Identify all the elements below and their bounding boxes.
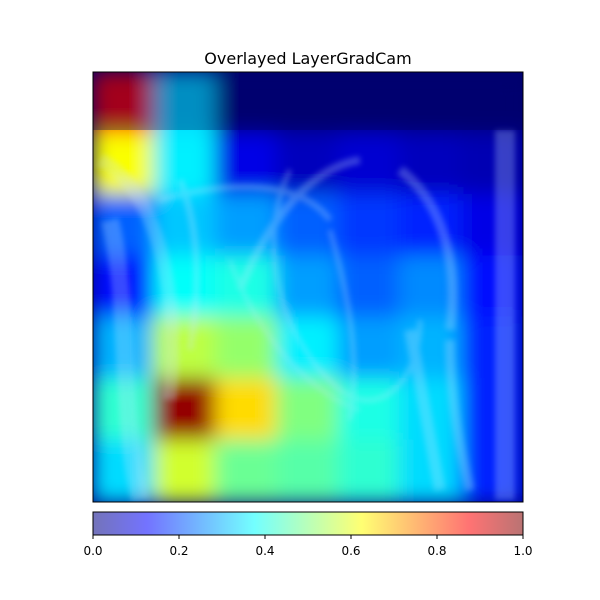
heatmap-cell (214, 193, 279, 258)
colorbar-tick-label: 0.8 (427, 544, 446, 558)
heatmap-cell (337, 378, 402, 442)
heatmap-cell (276, 378, 340, 442)
heatmap-cell (399, 132, 463, 196)
heatmap-cell (214, 72, 279, 135)
heatmap-area (93, 72, 523, 502)
image-top-dark-band (93, 72, 523, 130)
plot-frame (92, 71, 524, 503)
heatmap-cell (399, 72, 463, 135)
heatmap-cell (153, 439, 217, 502)
heatmap-cell (337, 316, 402, 381)
heatmap-cell (337, 193, 402, 258)
colorbar-tick-label: 0.6 (341, 544, 360, 558)
heatmap-cell (214, 316, 279, 381)
attribution-cells (93, 72, 523, 502)
colorbar-frame (92, 511, 524, 536)
heatmap-cell (276, 72, 340, 135)
heatmap-cell (337, 72, 402, 135)
heatmap-cell (93, 72, 156, 135)
colorbar (93, 512, 523, 535)
heatmap-cell (276, 439, 340, 502)
chart-title: Overlayed LayerGradCam (204, 49, 411, 68)
colorbar-tick-label: 0.0 (83, 544, 102, 558)
colorbar-tick-label: 0.4 (255, 544, 274, 558)
heatmap-cell (276, 316, 340, 381)
heatmap-cell (153, 316, 217, 381)
heatmap-cell (153, 72, 217, 135)
heatmap-cell (460, 72, 523, 135)
heatmap-cell (214, 378, 279, 442)
heatmap-cell (153, 378, 217, 442)
colorbar-ticks: 0.0 0.2 0.4 0.6 0.8 1.0 (83, 535, 533, 558)
heatmap-cell (214, 255, 279, 319)
underlying-image-structures (96, 130, 515, 502)
colorbar-tick-label: 1.0 (513, 544, 532, 558)
colorbar-tick-label: 0.2 (169, 544, 188, 558)
heatmap-cell (337, 439, 402, 502)
heatmap-cell (214, 439, 279, 502)
